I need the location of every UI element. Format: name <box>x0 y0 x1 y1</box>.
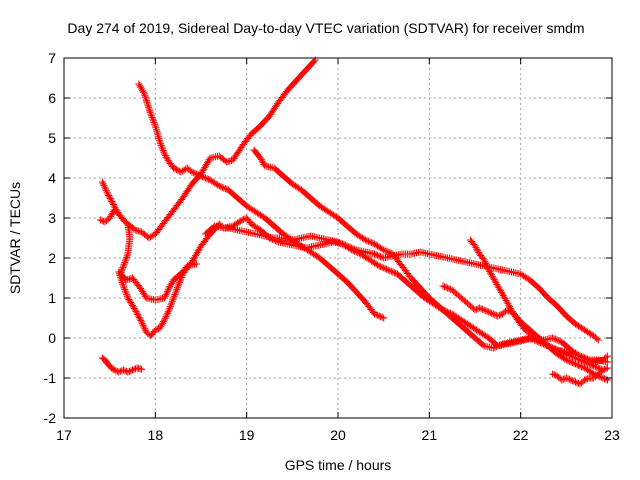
data-markers <box>98 56 319 242</box>
data-markers <box>202 214 611 366</box>
y-axis-label: SDTVAR / TECUs <box>7 182 23 294</box>
data-markers <box>98 354 146 376</box>
series-track-3 <box>97 206 200 304</box>
y-tick-label: -1 <box>44 370 57 386</box>
series-track-9 <box>549 364 611 388</box>
x-tick-label: 21 <box>422 427 438 443</box>
y-tick-label: 5 <box>48 130 56 146</box>
y-tick-label: 7 <box>48 50 56 66</box>
series-track-6 <box>202 214 611 366</box>
data-markers <box>115 220 602 344</box>
series-track-1 <box>98 56 319 242</box>
x-tick-label: 20 <box>330 427 346 443</box>
data-markers <box>97 206 200 304</box>
data-markers <box>135 80 388 322</box>
y-tick-label: -2 <box>44 410 57 426</box>
data-markers <box>549 364 611 388</box>
series-track-8 <box>439 282 611 384</box>
x-tick-label: 18 <box>148 427 164 443</box>
y-tick-label: 1 <box>48 290 56 306</box>
data-points <box>97 56 611 388</box>
x-tick-label: 17 <box>56 427 72 443</box>
y-tick-label: 4 <box>48 170 56 186</box>
x-tick-label: 19 <box>239 427 255 443</box>
y-tick-label: 6 <box>48 90 56 106</box>
x-tick-label: 22 <box>513 427 529 443</box>
y-tick-label: 3 <box>48 210 56 226</box>
series-track-4 <box>115 220 602 344</box>
y-tick-label: 0 <box>48 330 56 346</box>
x-tick-label: 23 <box>604 427 620 443</box>
data-markers <box>439 282 611 384</box>
series-track-2 <box>135 80 388 322</box>
y-tick-label: 2 <box>48 250 56 266</box>
series-track-10 <box>98 354 146 376</box>
x-axis-label: GPS time / hours <box>285 457 392 473</box>
chart-title: Day 274 of 2019, Sidereal Day-to-day VTE… <box>67 20 584 36</box>
